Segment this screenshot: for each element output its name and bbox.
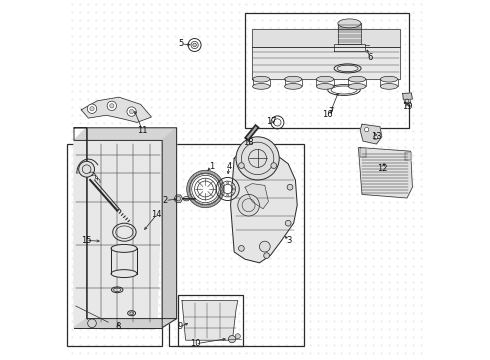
- Circle shape: [107, 101, 117, 111]
- Text: 17: 17: [266, 117, 276, 126]
- Circle shape: [222, 192, 224, 194]
- Ellipse shape: [285, 76, 302, 82]
- Circle shape: [365, 127, 369, 132]
- Polygon shape: [360, 148, 366, 157]
- Bar: [170, 144, 304, 346]
- Text: 19: 19: [402, 102, 412, 112]
- Polygon shape: [252, 47, 400, 79]
- Polygon shape: [360, 124, 382, 144]
- Ellipse shape: [348, 84, 366, 89]
- Ellipse shape: [252, 76, 270, 82]
- Polygon shape: [162, 128, 176, 328]
- Circle shape: [233, 188, 235, 190]
- Circle shape: [231, 184, 233, 186]
- Polygon shape: [74, 128, 176, 140]
- Circle shape: [227, 181, 229, 184]
- Circle shape: [79, 161, 95, 177]
- Circle shape: [373, 135, 377, 140]
- Ellipse shape: [111, 270, 137, 278]
- Polygon shape: [111, 248, 137, 274]
- Ellipse shape: [317, 84, 334, 89]
- Circle shape: [264, 253, 270, 258]
- Polygon shape: [403, 93, 413, 100]
- Text: 14: 14: [151, 210, 162, 219]
- Circle shape: [271, 163, 277, 168]
- Text: 6: 6: [368, 53, 373, 62]
- Circle shape: [285, 220, 291, 226]
- Circle shape: [222, 184, 224, 186]
- Polygon shape: [245, 184, 269, 209]
- Circle shape: [220, 188, 222, 190]
- Circle shape: [239, 163, 245, 168]
- Circle shape: [259, 241, 270, 252]
- Circle shape: [87, 104, 97, 113]
- Polygon shape: [231, 146, 297, 263]
- Text: 10: 10: [190, 339, 200, 348]
- Ellipse shape: [183, 197, 190, 201]
- Bar: [99, 220, 155, 328]
- Polygon shape: [334, 44, 365, 51]
- Text: 5: 5: [178, 40, 184, 49]
- Text: 16: 16: [322, 110, 333, 119]
- Circle shape: [227, 194, 229, 197]
- Text: 2: 2: [163, 196, 168, 205]
- Text: 11: 11: [137, 126, 147, 135]
- Text: 18: 18: [244, 139, 254, 148]
- Circle shape: [235, 334, 240, 339]
- Ellipse shape: [338, 19, 361, 28]
- Polygon shape: [74, 319, 176, 328]
- Circle shape: [129, 109, 134, 114]
- Circle shape: [231, 192, 233, 194]
- Circle shape: [287, 184, 293, 190]
- Ellipse shape: [380, 76, 398, 82]
- Polygon shape: [404, 99, 410, 103]
- Text: 13: 13: [371, 132, 382, 140]
- Circle shape: [88, 319, 97, 328]
- Ellipse shape: [252, 84, 270, 89]
- Polygon shape: [182, 301, 238, 340]
- Circle shape: [127, 107, 136, 116]
- Polygon shape: [358, 148, 413, 198]
- Circle shape: [238, 194, 259, 216]
- Polygon shape: [338, 23, 361, 44]
- Polygon shape: [74, 140, 162, 328]
- Ellipse shape: [285, 84, 302, 89]
- Circle shape: [236, 137, 279, 180]
- Text: 8: 8: [115, 322, 121, 331]
- Circle shape: [110, 104, 114, 108]
- Text: 9: 9: [177, 322, 183, 331]
- Ellipse shape: [317, 76, 334, 82]
- Polygon shape: [405, 152, 411, 160]
- Bar: [245, 13, 409, 128]
- Ellipse shape: [380, 84, 398, 89]
- Text: 7: 7: [328, 107, 333, 116]
- Text: 12: 12: [377, 163, 388, 172]
- Polygon shape: [174, 195, 183, 202]
- Polygon shape: [252, 29, 400, 47]
- Circle shape: [239, 246, 245, 251]
- Text: 3: 3: [286, 235, 292, 245]
- Ellipse shape: [348, 76, 366, 82]
- Circle shape: [228, 336, 236, 343]
- Text: 4: 4: [226, 162, 231, 171]
- Ellipse shape: [111, 244, 137, 252]
- Bar: [67, 144, 162, 346]
- Bar: [178, 295, 243, 346]
- Circle shape: [90, 107, 94, 111]
- Text: 1: 1: [209, 162, 215, 171]
- Circle shape: [193, 43, 196, 47]
- Polygon shape: [81, 97, 151, 122]
- Text: 15: 15: [81, 236, 91, 245]
